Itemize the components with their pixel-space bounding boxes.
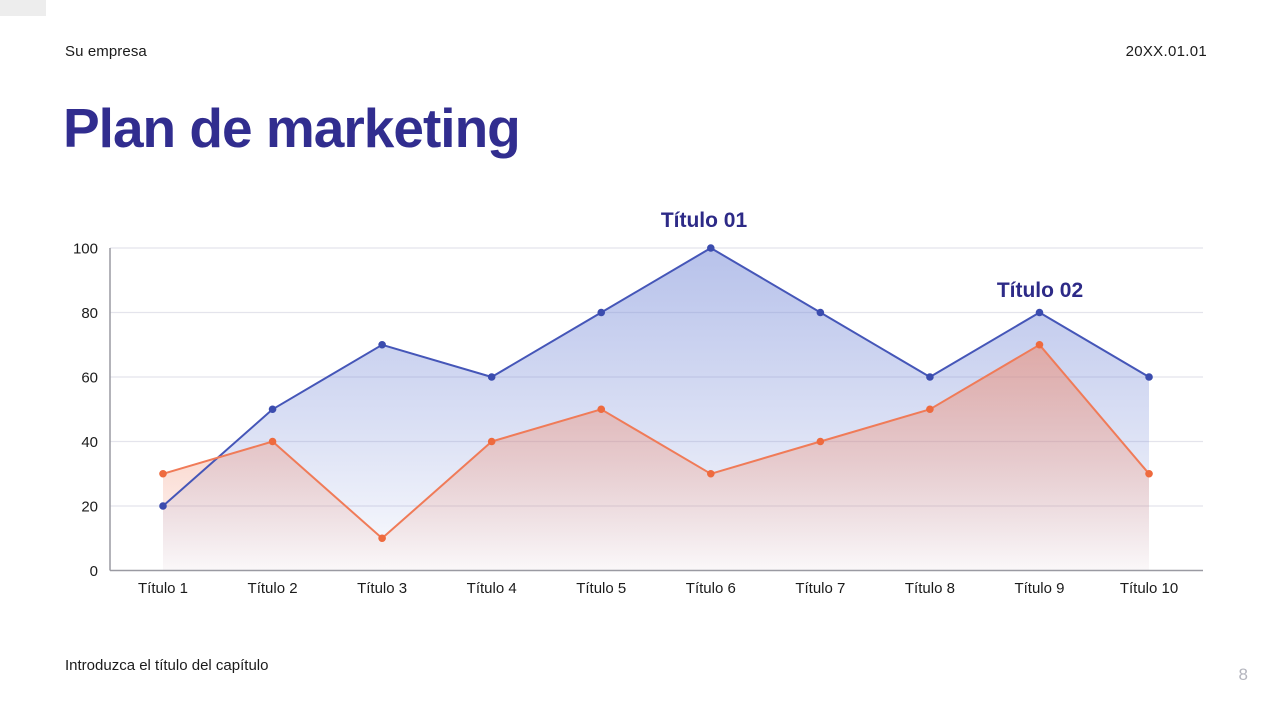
marker-series2-point6 [707,469,715,478]
marker-series1-point4 [487,373,496,381]
line-series1 [162,247,1150,507]
marker-series1-point7 [816,308,825,317]
marker-series2-point10 [1145,469,1153,478]
marker-series1-point10 [1145,373,1153,381]
marker-series1-point1 [159,502,167,510]
marker-series2-point3 [378,534,386,543]
slide-date: 20XX.01.01 [1125,43,1207,60]
y-tick-label-40: 40 [81,434,98,451]
chapter-note: Introduzca el título del capítulo [65,657,269,674]
x-tick-label-2: Título 2 [248,580,298,597]
series-label-2: Título 02 [997,279,1083,302]
y-tick-label-60: 60 [81,370,98,387]
company-label: Su empresa [65,43,147,60]
y-tick-label-80: 80 [81,305,98,322]
x-tick-label-8: Título 8 [905,580,955,597]
y-tick-label-100: 100 [73,241,98,258]
marker-series1-point2 [268,405,277,414]
marker-series1-point6 [707,244,715,252]
x-tick-label-7: Título 7 [795,580,845,597]
x-tick-label-5: Título 5 [576,580,626,597]
x-tick-label-3: Título 3 [357,580,407,597]
corner-artifact [0,0,46,16]
y-tick-label-20: 20 [81,499,98,516]
x-tick-label-4: Título 4 [467,580,517,597]
marker-series2-point8 [926,405,934,414]
page-number: 8 [1238,665,1248,684]
marker-series1-point8 [926,373,934,381]
area-fill-series2 [163,344,1149,571]
x-tick-label-10: Título 10 [1120,580,1178,597]
marker-series2-point7 [816,437,825,446]
line-series2 [162,343,1150,540]
marker-series1-point9 [1035,308,1044,317]
x-tick-label-9: Título 9 [1014,580,1064,597]
marker-series1-point5 [597,308,606,317]
marker-series2-point1 [159,469,167,478]
series-label-1: Título 01 [661,209,748,232]
page-title: Plan de marketing [63,97,521,159]
marker-series1-point3 [378,340,386,349]
marker-series2-point4 [487,437,496,446]
marker-series2-point9 [1035,340,1044,349]
x-tick-label-6: Título 6 [686,580,736,597]
marker-series2-point5 [597,405,606,414]
marker-series2-point2 [268,437,277,446]
x-tick-label-1: Título 1 [138,580,188,597]
y-tick-label-0: 0 [90,563,98,580]
